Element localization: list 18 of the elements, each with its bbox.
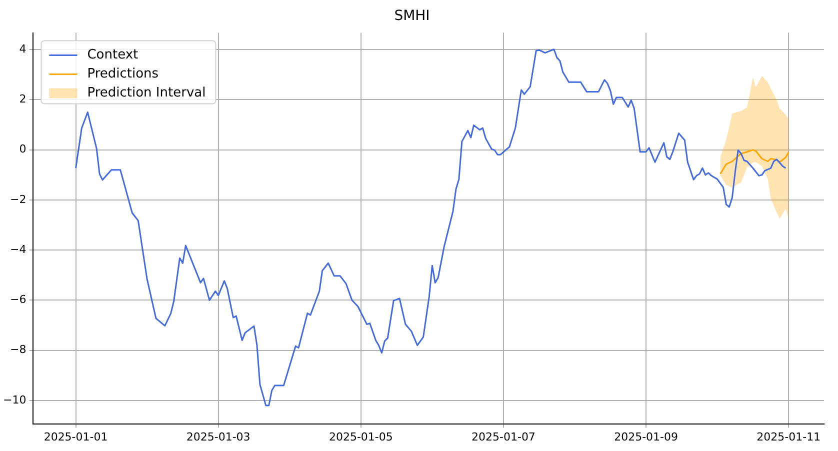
y-tick-label: −8 (10, 343, 26, 356)
y-tick-label: 4 (19, 42, 26, 56)
y-tick-label: −2 (10, 192, 26, 206)
x-tick-label: 2025-01-11 (756, 430, 821, 444)
y-tick-label: 2 (19, 92, 26, 106)
y-tick-label: −10 (2, 393, 26, 406)
chart-title: SMHI (394, 8, 430, 24)
y-tick-label: −6 (10, 293, 26, 306)
x-tick-label: 2025-01-01 (44, 430, 108, 444)
legend-label: Context (87, 48, 138, 63)
x-tick-label: 2025-01-03 (186, 430, 250, 444)
legend-label: Predictions (87, 66, 159, 82)
x-tick-label: 2025-01-09 (614, 430, 678, 444)
y-tick-label: 0 (19, 142, 26, 156)
y-tick-label: −4 (10, 242, 26, 256)
x-tick-label: 2025-01-07 (472, 430, 536, 444)
annotation: Prediction Interval (87, 86, 206, 101)
x-tick-label: 2025-01-05 (328, 430, 393, 444)
